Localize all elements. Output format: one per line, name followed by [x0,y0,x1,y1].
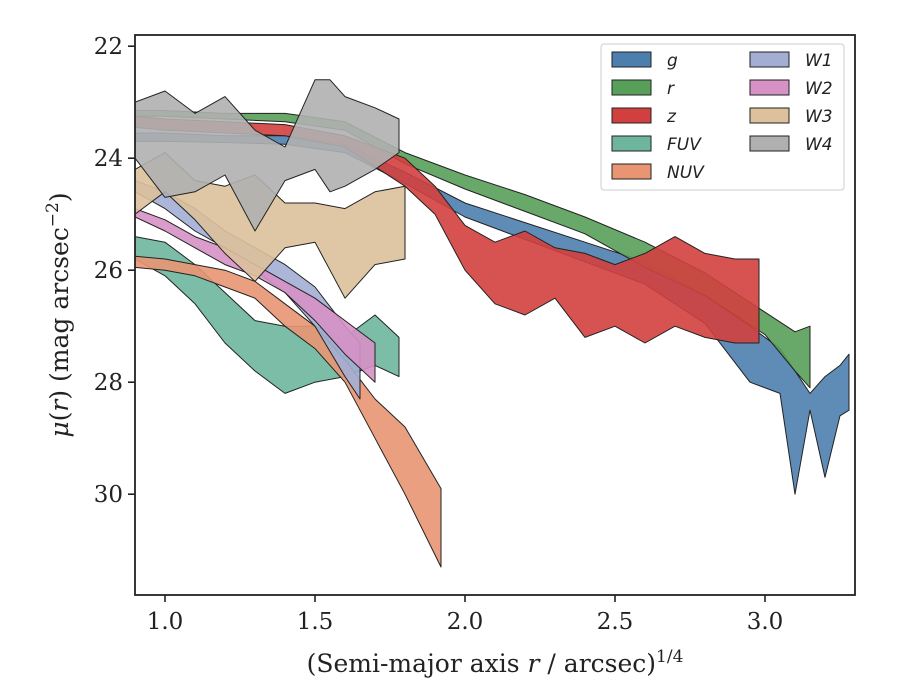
legend-item-w2: W2 [749,79,833,99]
legend-label: W3 [805,107,833,127]
legend-label: W2 [805,79,833,99]
series-band-nuv [135,255,442,568]
y-tick-label: 22 [94,34,123,60]
x-tick-label: 1.5 [297,609,334,635]
y-axis: 22 24 26 28 30 [94,34,135,508]
legend-label: W4 [805,135,833,155]
legend-item-nuv: NUV [611,163,705,183]
legend-label: FUV [667,135,702,155]
legend-swatch [611,79,652,96]
legend-label: W1 [805,51,833,71]
legend-item-z: z [611,107,677,127]
legend-item-w1: W1 [749,51,833,71]
y-axis-title: μ(r) (mag arcsec−2) [43,192,74,437]
legend-item-g: g [611,51,678,71]
legend-swatch [749,51,790,68]
legend: grz FUV NUV W1 W2 W3 W4 [600,43,845,191]
plot-frame [134,34,856,596]
legend-item-w4: W4 [749,135,833,155]
x-axis: 1.0 1.5 2.0 2.5 3.0 [147,595,784,635]
legend-label: g [667,51,678,71]
x-tick-label: 2.0 [447,609,484,635]
legend-label: z [666,107,677,127]
y-tick-label: 30 [94,482,123,508]
legend-item-fuv: FUV [611,135,702,155]
series-layer [135,79,850,568]
x-axis-title: (Semi-major axis r / arcsec)1/4 [307,647,684,678]
legend-swatch [749,79,790,96]
legend-swatch [749,107,790,124]
series-band-w4 [135,79,400,232]
legend-swatch [611,51,652,68]
x-tick-label: 1.0 [147,609,184,635]
y-tick-label: 24 [94,146,123,172]
legend-label: r [667,79,675,99]
legend-swatch [611,163,652,180]
y-tick-label: 26 [94,258,123,284]
legend-item-w3: W3 [749,107,833,127]
legend-label: NUV [667,163,705,183]
legend-item-r: r [611,79,675,99]
legend-swatch [611,135,652,152]
legend-swatch [749,135,790,152]
x-tick-label: 2.5 [597,609,634,635]
x-tick-label: 3.0 [747,609,784,635]
legend-swatch [611,107,652,124]
y-tick-label: 28 [94,370,123,396]
